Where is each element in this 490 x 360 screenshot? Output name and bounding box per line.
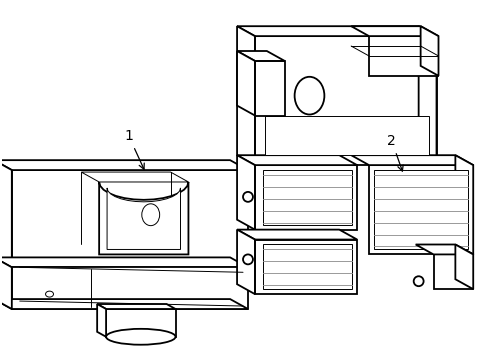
- Polygon shape: [0, 299, 248, 309]
- Polygon shape: [237, 230, 357, 239]
- Ellipse shape: [106, 329, 175, 345]
- Polygon shape: [237, 155, 255, 230]
- Polygon shape: [369, 165, 473, 255]
- Ellipse shape: [243, 255, 253, 264]
- Polygon shape: [418, 26, 437, 165]
- Polygon shape: [97, 304, 106, 337]
- Polygon shape: [255, 61, 285, 116]
- Polygon shape: [0, 257, 248, 267]
- Polygon shape: [81, 172, 189, 182]
- Polygon shape: [0, 160, 248, 170]
- Polygon shape: [351, 26, 439, 36]
- Text: 1: 1: [124, 129, 144, 169]
- Polygon shape: [237, 26, 255, 165]
- Polygon shape: [255, 36, 437, 165]
- Ellipse shape: [46, 291, 53, 297]
- Polygon shape: [107, 188, 180, 249]
- Polygon shape: [374, 170, 468, 249]
- Polygon shape: [416, 244, 473, 255]
- Ellipse shape: [243, 192, 253, 202]
- Polygon shape: [99, 182, 189, 255]
- Polygon shape: [237, 26, 437, 36]
- Polygon shape: [237, 51, 285, 61]
- Polygon shape: [12, 170, 248, 267]
- Ellipse shape: [142, 204, 160, 226]
- Polygon shape: [455, 155, 473, 255]
- Polygon shape: [263, 244, 352, 289]
- Polygon shape: [237, 51, 255, 116]
- Ellipse shape: [294, 77, 324, 114]
- Polygon shape: [97, 304, 175, 309]
- Polygon shape: [255, 165, 357, 230]
- Polygon shape: [369, 36, 439, 76]
- Polygon shape: [0, 160, 12, 267]
- Polygon shape: [237, 155, 357, 165]
- Text: 2: 2: [388, 134, 403, 171]
- Polygon shape: [263, 170, 352, 225]
- Polygon shape: [434, 255, 473, 289]
- Polygon shape: [455, 244, 473, 289]
- Polygon shape: [420, 26, 439, 76]
- Ellipse shape: [414, 276, 424, 286]
- Polygon shape: [237, 230, 255, 294]
- Polygon shape: [0, 257, 12, 309]
- Polygon shape: [255, 239, 357, 294]
- Polygon shape: [351, 155, 473, 165]
- Polygon shape: [106, 309, 175, 337]
- Polygon shape: [265, 116, 429, 155]
- Polygon shape: [12, 267, 248, 309]
